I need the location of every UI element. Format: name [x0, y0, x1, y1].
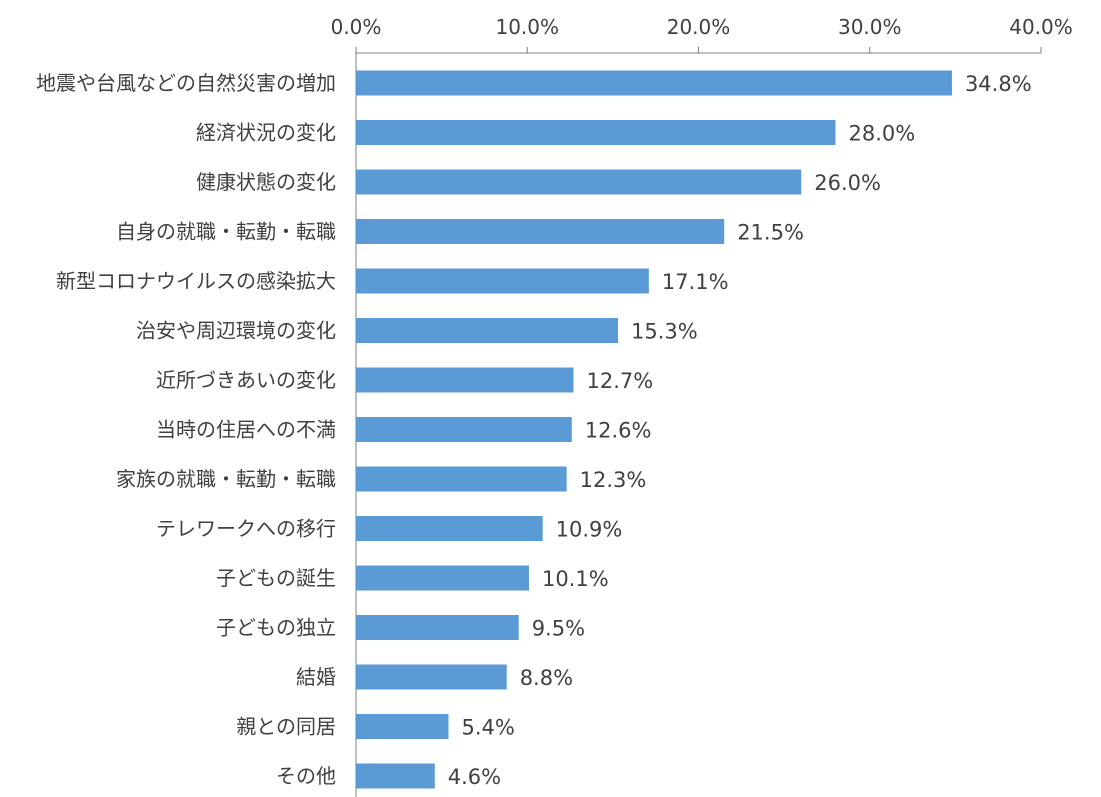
category-label: 子どもの独立 [216, 616, 336, 640]
category-label: その他 [276, 764, 336, 788]
data-label: 21.5% [737, 221, 804, 245]
bar [356, 664, 507, 690]
bar [356, 367, 574, 393]
x-tick-label: 30.0% [838, 15, 902, 39]
category-label: 親との同居 [236, 715, 336, 739]
data-label: 5.4% [461, 716, 514, 740]
bar [356, 169, 802, 195]
data-label: 8.8% [520, 666, 573, 690]
data-label: 28.0% [849, 122, 916, 146]
category-label: 当時の住居への不満 [156, 418, 336, 442]
data-label: 12.6% [585, 419, 652, 443]
x-tick-label: 40.0% [1009, 15, 1073, 39]
bar [356, 417, 572, 442]
bar [356, 120, 836, 145]
x-tick-label: 0.0% [331, 15, 382, 39]
bar [356, 714, 449, 739]
category-label: 子どもの誕生 [216, 566, 336, 590]
data-label: 15.3% [631, 320, 698, 344]
category-labels: 地震や台風などの自然災害の増加経済状況の変化健康状態の変化自身の就職・転勤・転職… [36, 71, 336, 788]
category-label: 新型コロナウイルスの感染拡大 [56, 269, 336, 293]
category-label: 結婚 [296, 665, 336, 689]
category-label: 自身の就職・転勤・転職 [116, 220, 336, 244]
data-label: 10.1% [542, 567, 609, 591]
data-label: 26.0% [814, 171, 881, 195]
bar [356, 763, 435, 789]
x-tick-label: 10.0% [495, 15, 559, 39]
bar [356, 318, 619, 343]
bar [356, 268, 649, 294]
x-tick-label: 20.0% [667, 15, 731, 39]
data-label: 9.5% [532, 617, 585, 641]
bar [356, 70, 952, 96]
data-label: 10.9% [556, 518, 623, 542]
bar [356, 219, 725, 244]
x-axis: 0.0% 10.0% 20.0% 30.0% 40.0% [331, 15, 1073, 797]
category-label: 治安や周辺環境の変化 [136, 319, 336, 343]
data-label: 12.3% [580, 468, 647, 492]
bar [356, 516, 543, 541]
category-label: 近所づきあいの変化 [156, 368, 336, 392]
category-label: 経済状況の変化 [196, 121, 336, 145]
data-label: 34.8% [965, 72, 1032, 96]
bars [356, 70, 952, 789]
data-label: 17.1% [662, 270, 729, 294]
bar [356, 565, 529, 591]
bar [356, 615, 519, 640]
category-label: 家族の就職・転勤・転職 [116, 467, 336, 491]
category-label: テレワークへの移行 [156, 517, 336, 541]
category-label: 地震や台風などの自然災害の増加 [36, 71, 336, 95]
bar [356, 466, 567, 492]
data-label: 12.7% [586, 369, 653, 393]
data-label: 4.6% [448, 765, 501, 789]
category-label: 健康状態の変化 [196, 170, 336, 194]
data-labels: 34.8% 28.0% 26.0% 21.5% 17.1% 15.3% 12.7% 12.6%… [448, 72, 1032, 789]
